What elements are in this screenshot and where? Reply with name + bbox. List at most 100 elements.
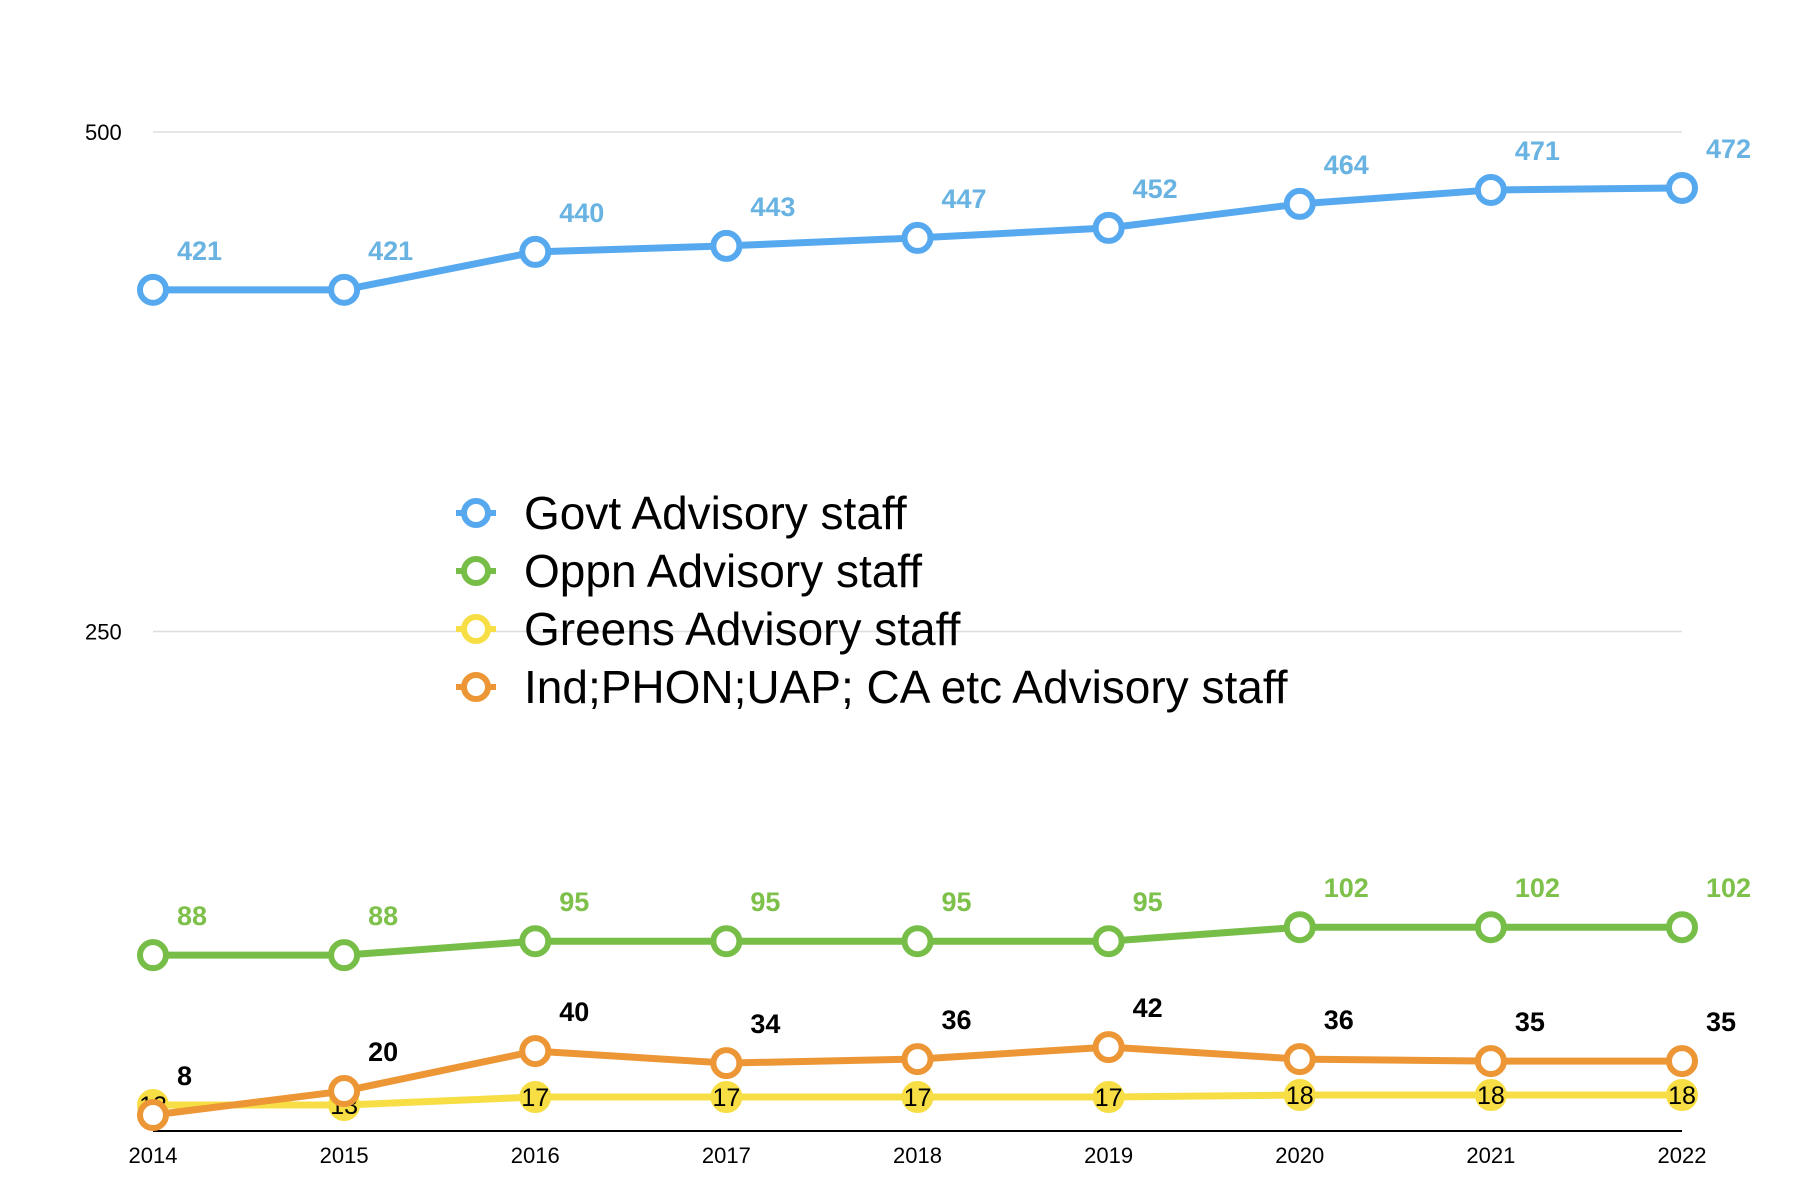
data-point [901, 1081, 934, 1114]
data-label: 35 [1706, 1007, 1736, 1037]
data-label: 102 [1515, 873, 1560, 903]
data-point [1092, 925, 1125, 958]
data-point [328, 273, 361, 306]
data-label: 471 [1515, 136, 1560, 166]
data-label: 40 [559, 997, 589, 1027]
data-label: 8 [177, 1061, 192, 1091]
y-tick-label: 250 [85, 620, 122, 645]
x-tick-label: 2017 [702, 1143, 751, 1168]
data-label: 421 [177, 236, 222, 266]
y-tick-label: 500 [85, 120, 122, 145]
legend-swatch-marker [461, 614, 491, 644]
data-point [1666, 1045, 1698, 1078]
data-point [710, 1081, 743, 1114]
data-point [519, 1081, 552, 1114]
legend-label: Oppn Advisory staff [524, 545, 922, 597]
data-point [1666, 911, 1698, 944]
data-point [1474, 1045, 1507, 1078]
data-label: 88 [368, 901, 398, 931]
legend-item: Greens Advisory staff [456, 603, 961, 655]
data-label: 102 [1324, 873, 1369, 903]
data-label: 443 [750, 192, 795, 222]
x-tick-label: 2020 [1275, 1143, 1324, 1168]
data-point [1092, 211, 1125, 244]
data-label: 35 [1515, 1007, 1545, 1037]
legend-swatch-marker [461, 498, 491, 528]
data-point [137, 273, 169, 306]
x-tick-label: 2018 [893, 1143, 942, 1168]
data-label: 95 [750, 887, 780, 917]
data-point [137, 1099, 169, 1132]
data-label: 20 [368, 1037, 398, 1067]
x-tick-label: 2019 [1084, 1143, 1133, 1168]
data-point [1474, 911, 1507, 944]
legend-label: Ind;PHON;UAP; CA etc Advisory staff [524, 661, 1288, 713]
legend-label: Govt Advisory staff [524, 487, 907, 539]
data-label: 34 [750, 1009, 780, 1039]
data-point [137, 939, 169, 972]
x-tick-label: 2015 [320, 1143, 369, 1168]
data-label: 95 [559, 887, 589, 917]
x-axis-ticks: 2014 2015 2016 2017 2018 2019 2020 2021 2022 [129, 1143, 1707, 1168]
data-label: 42 [1133, 993, 1163, 1023]
data-point [1474, 173, 1507, 206]
data-point [1474, 1079, 1507, 1112]
series-0: 421 421 440 443 447 452 464 471 472 [137, 134, 1751, 306]
data-label: 421 [368, 236, 413, 266]
data-point [1666, 171, 1698, 204]
data-label: 36 [1324, 1005, 1354, 1035]
data-label: 95 [1133, 887, 1163, 917]
data-point [1092, 1081, 1125, 1114]
data-label: 88 [177, 901, 207, 931]
data-label: 95 [942, 887, 972, 917]
data-label: 17 [712, 1084, 740, 1112]
data-point [901, 221, 934, 254]
legend-swatch-marker [461, 556, 491, 586]
data-point [901, 1043, 934, 1076]
data-point [328, 1075, 361, 1108]
data-point [710, 925, 743, 958]
data-point [901, 925, 934, 958]
legend-item: Ind;PHON;UAP; CA etc Advisory staff [456, 661, 1288, 713]
data-label: 18 [1668, 1082, 1696, 1110]
series-1: 88 88 95 95 95 95 102 102 102 [137, 873, 1751, 972]
data-label: 102 [1706, 873, 1751, 903]
data-point [1283, 911, 1316, 944]
legend-item: Govt Advisory staff [456, 487, 907, 539]
data-label: 440 [559, 198, 604, 228]
legend-label: Greens Advisory staff [524, 603, 961, 655]
data-point [1092, 1031, 1125, 1064]
x-tick-label: 2016 [511, 1143, 560, 1168]
data-label: 17 [904, 1084, 932, 1112]
data-label: 464 [1324, 150, 1369, 180]
data-point [710, 229, 743, 262]
series-lines: 421 421 440 443 447 452 464 471 472 88 88 95 95 95 95 1… [137, 134, 1751, 1132]
legend-swatch-marker [461, 672, 491, 702]
data-point [328, 939, 361, 972]
data-point [519, 1035, 552, 1068]
data-label: 447 [942, 184, 987, 214]
legend-item: Oppn Advisory staff [456, 545, 922, 597]
data-label: 472 [1706, 134, 1751, 164]
data-point [1283, 187, 1316, 220]
data-point [1283, 1079, 1316, 1112]
series-3: 8 20 40 34 36 42 36 35 35 [137, 993, 1736, 1132]
y-axis-ticks: 250 500 [85, 120, 122, 645]
data-point [519, 925, 552, 958]
data-point [1666, 1079, 1698, 1112]
data-label: 17 [1095, 1084, 1123, 1112]
legend: Govt Advisory staff Oppn Advisory staff Gr… [456, 487, 1288, 713]
data-label: 452 [1133, 174, 1178, 204]
gridlines [153, 131, 1682, 633]
x-tick-label: 2014 [129, 1143, 178, 1168]
data-point [1283, 1043, 1316, 1076]
x-tick-label: 2022 [1658, 1143, 1707, 1168]
data-point [519, 235, 552, 268]
x-tick-label: 2021 [1466, 1143, 1515, 1168]
data-label: 17 [521, 1084, 549, 1112]
data-label: 18 [1477, 1082, 1505, 1110]
data-point [710, 1047, 743, 1080]
data-label: 18 [1286, 1082, 1314, 1110]
data-label: 36 [942, 1005, 972, 1035]
